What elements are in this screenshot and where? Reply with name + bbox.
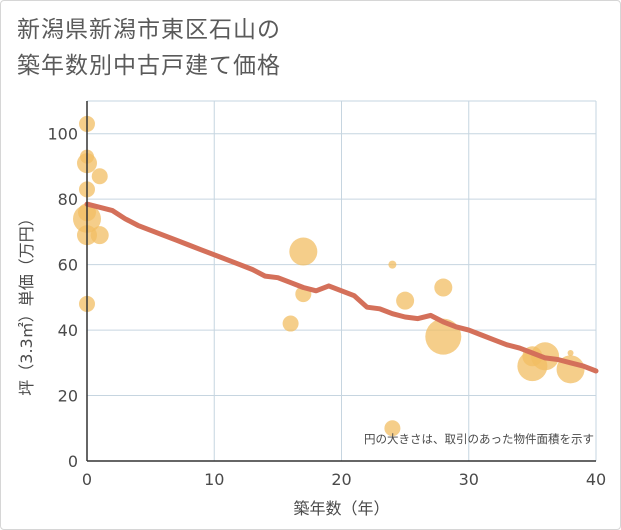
- y-tick-label: 0: [68, 452, 78, 471]
- bubble-series: [73, 115, 585, 437]
- chart-title-line-1: 新潟県新潟市東区石山の: [17, 17, 281, 43]
- data-bubble: [434, 278, 453, 297]
- grid-lines: [87, 100, 597, 461]
- tick-labels: 0 20 40 60 80 100 0 10 20 30 40: [47, 125, 606, 489]
- chart-title-line-2: 築年数別中古戸建て価格: [17, 53, 281, 79]
- y-tick-label: 100: [47, 125, 78, 144]
- data-bubble: [282, 315, 299, 332]
- x-axis-title: 築年数（年）: [293, 499, 389, 518]
- axes: [86, 101, 596, 462]
- x-tick-label: 20: [331, 470, 351, 489]
- trend-line-group: [84, 201, 599, 374]
- x-tick-label: 10: [204, 470, 224, 489]
- y-tick-label: 60: [58, 256, 78, 275]
- y-axis-title: 坪（3.3㎡）単価（万円）: [17, 210, 36, 395]
- chart-title: 新潟県新潟市東区石山の 築年数別中古戸建て価格: [17, 12, 281, 84]
- size-legend-note: 円の大きさは、取引のあった物件面積を示す: [364, 432, 594, 446]
- data-bubble: [567, 350, 574, 356]
- data-bubble: [91, 168, 108, 185]
- trend-line: [84, 201, 599, 374]
- y-tick-label: 40: [58, 321, 78, 340]
- data-bubble: [90, 226, 109, 245]
- data-bubble: [384, 420, 401, 437]
- x-tick-label: 30: [459, 470, 479, 489]
- x-tick-label: 40: [586, 470, 606, 489]
- data-bubble: [396, 291, 415, 310]
- data-bubble: [289, 237, 318, 266]
- y-tick-label: 80: [58, 190, 78, 209]
- y-tick-label: 20: [58, 387, 78, 406]
- x-tick-label: 0: [82, 470, 92, 489]
- data-bubble: [388, 260, 397, 269]
